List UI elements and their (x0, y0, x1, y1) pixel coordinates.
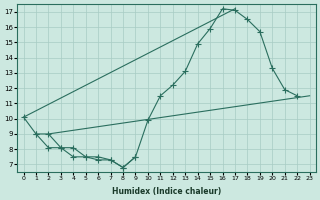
X-axis label: Humidex (Indice chaleur): Humidex (Indice chaleur) (112, 187, 221, 196)
